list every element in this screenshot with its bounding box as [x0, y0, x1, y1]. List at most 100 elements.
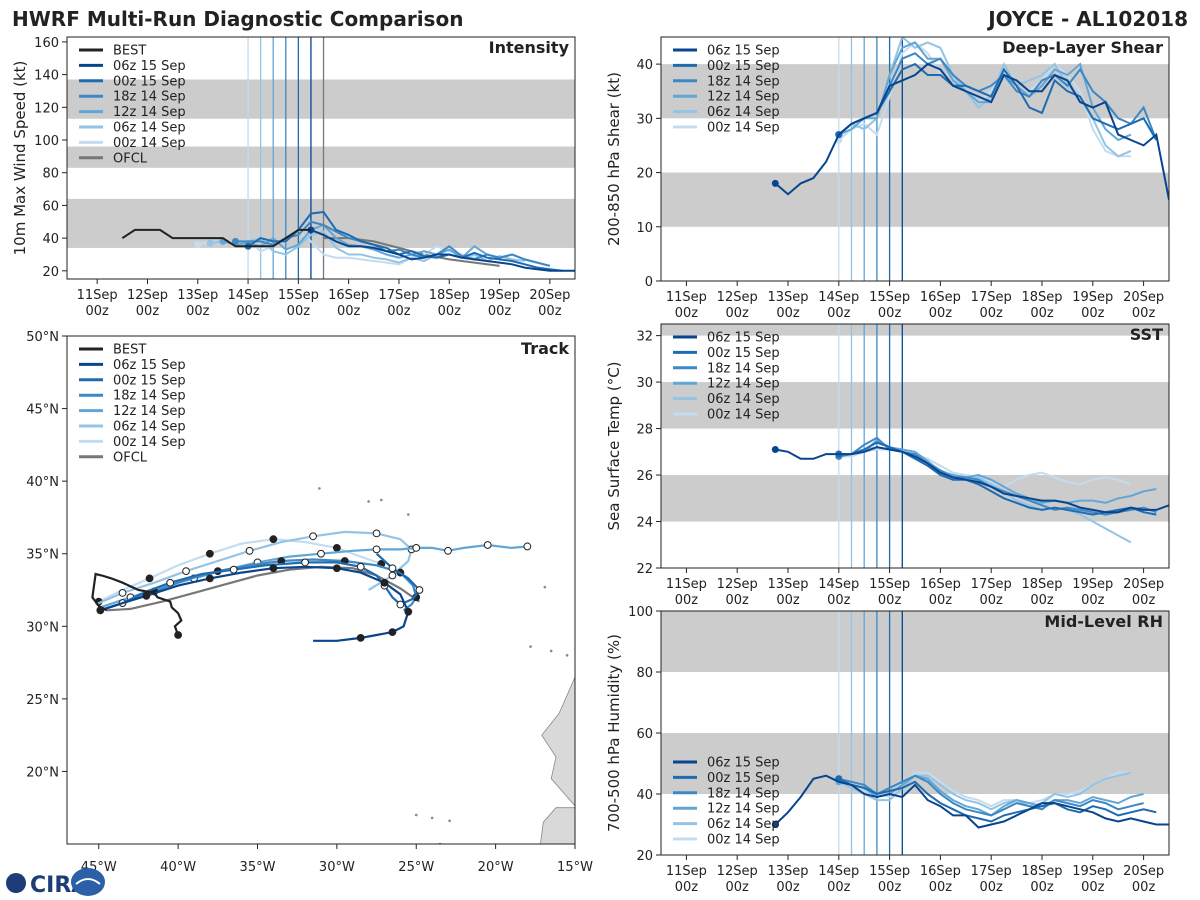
rh-series-06z-14-sep: [838, 771, 1132, 811]
track-point-06z-15-sep: [205, 574, 214, 583]
shear-series-00z-14-sep: [838, 41, 1131, 158]
track-ytick-label: 30°N: [26, 620, 59, 635]
sst-xtick-day: 12Sep: [717, 577, 758, 592]
sst-xtick-day: 11Sep: [666, 577, 707, 592]
intensity-ytick-label: 100: [34, 134, 59, 149]
intensity-xtick-day: 18Sep: [429, 288, 470, 303]
shear-xtick-day: 20Sep: [1123, 290, 1164, 305]
track-point-00z-15-sep: [356, 562, 365, 571]
cira-logo: CIRA: [6, 868, 105, 898]
track-legend-label-18z-14-sep: 18z 14 Sep: [113, 389, 186, 404]
intensity-ytick-label: 140: [34, 69, 59, 84]
intensity-xtick-hour: 00z: [236, 304, 260, 319]
shear-xtick-day: 18Sep: [1021, 290, 1062, 305]
intensity-start-point-06z-15-sep: [307, 226, 315, 234]
panel-track: 45°W 40°W 35°W 30°W 25°W 20°W 15°W20°N25°N30°N…: [26, 330, 593, 875]
rh-xtick-day: 19Sep: [1072, 864, 1113, 879]
sst-ytick-label: 24: [636, 516, 653, 531]
track-point-00z-14-sep: [332, 544, 341, 552]
sst-ytick-label: 22: [636, 562, 653, 577]
island-marker: [543, 585, 547, 589]
rh-legend-label-18z-14-sep: 18z 14 Sep: [707, 786, 780, 801]
rh-xtick-hour: 00z: [675, 880, 699, 895]
intensity-series-group: [121, 210, 575, 272]
figure-title-right: JOYCE - AL102018: [986, 7, 1188, 31]
intensity-legend-label-06z-15-sep: 06z 15 Sep: [113, 59, 186, 74]
island-marker: [318, 487, 321, 490]
rh-xtick-day: 14Sep: [818, 864, 859, 879]
track-line-06z-15-sep: [99, 565, 410, 642]
rh-threshold-band: [661, 611, 1169, 672]
intensity-legend-label-00z-15-sep: 00z 15 Sep: [113, 74, 186, 89]
intensity-xtick-day: 14Sep: [228, 288, 269, 303]
sst-legend-label-18z-14-sep: 18z 14 Sep: [707, 361, 780, 376]
sst-xtick-hour: 00z: [980, 593, 1004, 608]
intensity-series-06z-14-sep: [210, 230, 525, 264]
sst-xtick-hour: 00z: [1081, 593, 1105, 608]
sst-xtick-hour: 00z: [776, 593, 800, 608]
rh-xtick-hour: 00z: [980, 880, 1004, 895]
intensity-xtick-hour: 00z: [387, 304, 411, 319]
shear-xtick-hour: 00z: [980, 306, 1004, 321]
sst-ytick-label: 26: [636, 469, 653, 484]
rh-series-group: [771, 771, 1169, 829]
sst-legend-label-12z-14-sep: 12z 14 Sep: [707, 377, 780, 392]
intensity-series-best: [121, 228, 311, 248]
track-point-06z-15-sep: [380, 578, 389, 587]
sst-xtick-day: 19Sep: [1072, 577, 1113, 592]
cira-logo-wave-icon: [75, 878, 101, 885]
intensity-legend-label-06z-14-sep: 06z 14 Sep: [113, 121, 186, 136]
intensity-xtick-day: 11Sep: [77, 288, 118, 303]
island-marker: [380, 498, 383, 502]
shear-xtick-day: 17Sep: [971, 290, 1012, 305]
rh-legend-label-12z-14-sep: 12z 14 Sep: [707, 802, 780, 817]
rh-ytick-label: 80: [636, 666, 653, 681]
rh-ytick-label: 40: [636, 788, 653, 803]
intensity-ylabel: 10m Max Wind Speed (kt): [11, 61, 29, 256]
track-point-06z-14-sep: [118, 589, 127, 597]
sst-series-06z-15-sep: [775, 446, 1169, 514]
rh-xtick-hour: 00z: [726, 880, 750, 895]
track-point-00z-14-sep: [205, 549, 214, 558]
track-point-00z-14-sep: [269, 535, 278, 544]
track-point-06z-15-sep: [269, 564, 278, 573]
shear-xtick-day: 13Sep: [767, 290, 808, 305]
intensity-frame: [66, 36, 576, 280]
sst-xtick-hour: 00z: [675, 593, 699, 608]
track-point-12z-14-sep: [372, 545, 381, 554]
shear-ytick-label: 20: [636, 167, 653, 182]
sst-legend-label-00z-15-sep: 00z 15 Sep: [707, 346, 780, 361]
figure-title-left: HWRF Multi-Run Diagnostic Comparison: [12, 7, 463, 31]
track-point-12z-14-sep: [523, 542, 532, 551]
rh-ytick-label: 20: [636, 849, 653, 864]
sst-threshold-band: [661, 382, 1169, 429]
intensity-xtick-hour: 00z: [438, 304, 462, 319]
rh-legend-label-06z-15-sep: 06z 15 Sep: [707, 756, 780, 771]
rh-xtick-hour: 00z: [827, 880, 851, 895]
island-marker: [407, 513, 410, 516]
island-marker: [367, 500, 370, 503]
track-point-06z-14-sep: [245, 546, 254, 555]
island-marker: [549, 649, 553, 653]
track-point-06z-15-sep: [332, 564, 341, 573]
sst-xtick-hour: 00z: [726, 593, 750, 608]
rh-xtick-day: 17Sep: [971, 864, 1012, 879]
shear-ytick-label: 40: [636, 58, 653, 73]
track-point-00z-14-sep: [145, 574, 154, 583]
intensity-xtick-day: 16Sep: [328, 288, 369, 303]
shear-threshold-band: [661, 64, 1169, 119]
track-xtick-label: 15°W: [557, 860, 593, 875]
shear-xtick-day: 11Sep: [666, 290, 707, 305]
intensity-ytick-label: 120: [34, 101, 59, 116]
shear-xtick-hour: 00z: [726, 306, 750, 321]
track-point-06z-15-sep: [388, 628, 397, 636]
shear-legend-label-12z-14-sep: 12z 14 Sep: [707, 90, 780, 105]
track-point-00z-15-sep: [166, 578, 175, 587]
shear-xtick-hour: 00z: [776, 306, 800, 321]
track-ytick-label: 20°N: [26, 765, 59, 780]
shear-ylabel: 200-850 hPa Shear (kt): [605, 72, 623, 246]
track-point-12z-14-sep: [412, 544, 421, 552]
